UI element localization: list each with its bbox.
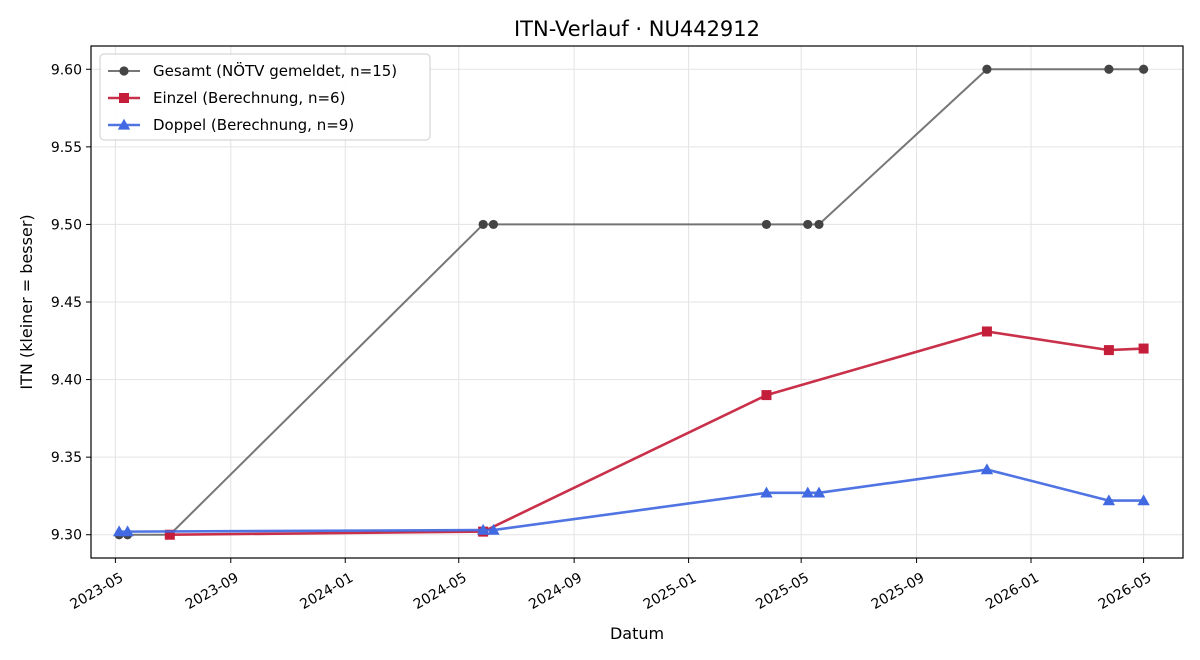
x-axis-label: Datum (610, 624, 664, 643)
x-tick-label: 2026-01 (983, 570, 1042, 613)
data-point (164, 529, 175, 540)
legend-item: Gesamt (NÖTV gemeldet, n=15) (108, 61, 397, 80)
y-tick-label: 9.30 (51, 528, 82, 544)
x-tick-label: 2024-05 (411, 570, 470, 613)
data-point (1104, 64, 1114, 74)
legend-marker (119, 66, 129, 76)
data-point (1138, 64, 1149, 74)
legend-marker (119, 93, 129, 103)
series-layer (112, 64, 1150, 540)
legend-label: Gesamt (NÖTV gemeldet, n=15) (153, 61, 397, 80)
data-point (812, 486, 826, 498)
series-line (169, 330, 1144, 537)
data-point (981, 326, 992, 337)
legend: Gesamt (NÖTV gemeldet, n=15) Einzel (Bere… (99, 53, 431, 141)
legend-box (99, 53, 431, 141)
legend-marker (117, 118, 131, 130)
legend-item: Einzel (Berechnung, n=6) (108, 89, 345, 107)
y-tick-label: 9.60 (51, 62, 82, 78)
data-point (1137, 494, 1150, 506)
data-point (478, 219, 488, 230)
y-axis-label: ITN (kleiner = besser) (17, 214, 36, 389)
y-tick-label: 9.35 (51, 450, 82, 466)
data-point (488, 219, 499, 230)
y-tick-label: 9.50 (51, 217, 82, 233)
data-point (801, 486, 814, 498)
data-point (761, 219, 772, 230)
legend-label: Doppel (Berechnung, n=9) (153, 116, 354, 134)
x-tick-label: 2024-09 (526, 570, 585, 613)
data-point (1103, 345, 1114, 356)
data-point (1138, 343, 1149, 354)
data-point (803, 219, 813, 230)
y-tick-label: 9.45 (51, 295, 82, 311)
x-tick-label: 2026-05 (1096, 570, 1155, 613)
data-point (476, 523, 490, 535)
x-tick-label: 2024-01 (297, 570, 356, 613)
legend-label: Einzel (Berechnung, n=6) (153, 89, 345, 107)
y-tick-label: 9.55 (51, 140, 82, 156)
data-point (814, 219, 824, 230)
series-doppel (112, 463, 1150, 537)
x-tick-label: 2025-01 (641, 570, 700, 613)
data-point (760, 486, 773, 498)
legend-item: Doppel (Berechnung, n=9) (108, 116, 354, 134)
data-point (982, 64, 992, 74)
data-point (980, 463, 994, 475)
data-point (761, 390, 772, 401)
chart-title: ITN-Verlauf · NU442912 (514, 17, 760, 41)
x-tick-label: 2025-05 (753, 570, 812, 613)
y-tick-label: 9.40 (51, 373, 82, 389)
data-point (121, 525, 134, 537)
data-point (487, 523, 500, 535)
x-tick-label: 2025-09 (869, 570, 928, 613)
series-line (119, 468, 1144, 533)
data-point (112, 525, 126, 537)
x-tick-label: 2023-05 (68, 570, 127, 613)
data-point (1102, 494, 1116, 506)
x-tick-label: 2023-09 (183, 570, 242, 613)
